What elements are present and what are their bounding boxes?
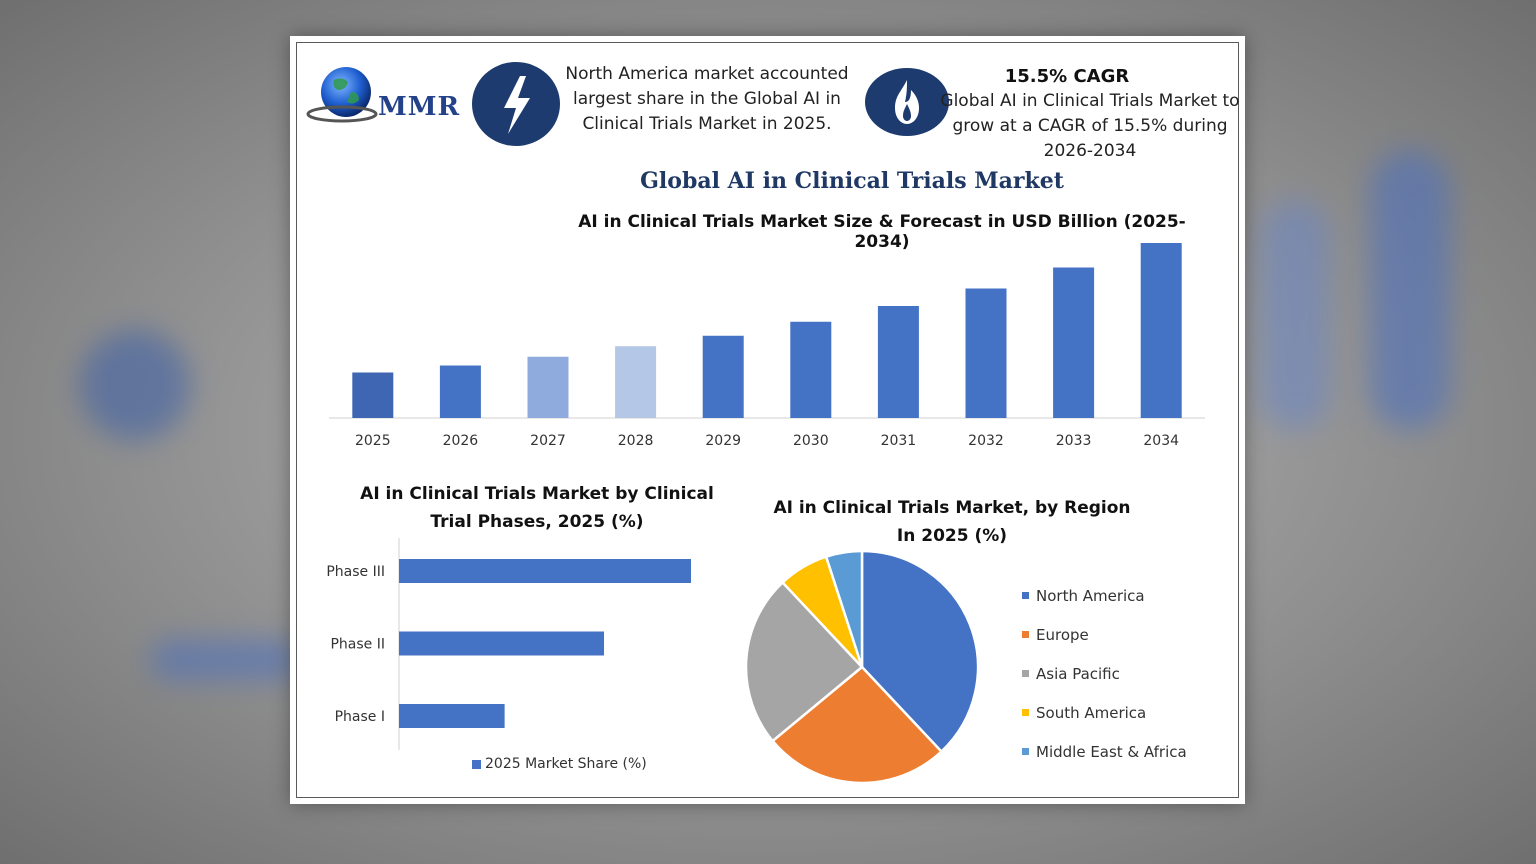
x-tick-label: 2028 bbox=[618, 433, 654, 449]
globe-icon bbox=[306, 67, 378, 123]
x-tick-label: 2032 bbox=[968, 433, 1004, 449]
card-border bbox=[296, 42, 1239, 798]
infographic-card: MMR North America market accounted large… bbox=[290, 36, 1245, 804]
legend-label: Middle East & Africa bbox=[1036, 742, 1187, 761]
y-tick-label: Phase I bbox=[335, 709, 385, 725]
bar-phase-ii bbox=[399, 631, 605, 656]
x-tick-label: 2033 bbox=[1056, 433, 1092, 449]
legend-swatch bbox=[1022, 670, 1029, 677]
bar-2029 bbox=[702, 335, 744, 418]
legend-swatch bbox=[1022, 748, 1029, 755]
legend-swatch bbox=[472, 759, 481, 769]
legend-swatch bbox=[1022, 631, 1029, 638]
bar-2028 bbox=[615, 346, 657, 418]
mmr-logo: MMR bbox=[306, 62, 466, 132]
legend-item: Middle East & Africa bbox=[1022, 732, 1187, 771]
phase-bar-chart: Phase III Phase II Phase I bbox=[326, 538, 691, 750]
legend-label: 2025 Market Share (%) bbox=[485, 756, 647, 772]
phase-chart-title: AI in Clinical Trials Market by Clinical… bbox=[360, 484, 714, 532]
region-pie-chart bbox=[744, 549, 980, 785]
page-title: Global AI in Clinical Trials Market bbox=[640, 168, 1064, 194]
bar-phase-iii bbox=[399, 559, 691, 583]
x-tick-label: 2031 bbox=[881, 433, 917, 449]
region-legend: North America Europe Asia Pacific South Ame… bbox=[1022, 576, 1187, 771]
bar-2027 bbox=[527, 356, 569, 418]
x-tick-label: 2025 bbox=[355, 433, 391, 449]
background-blob bbox=[150, 640, 300, 680]
legend-label: Europe bbox=[1036, 625, 1089, 644]
bar-phase-i bbox=[399, 704, 505, 728]
phase-chart-legend: 2025 Market Share (%) bbox=[472, 756, 647, 772]
bar-2033 bbox=[1053, 267, 1095, 418]
x-tick-label: 2026 bbox=[443, 433, 479, 449]
legend-label: South America bbox=[1036, 703, 1147, 722]
legend-item: North America bbox=[1022, 576, 1187, 615]
legend-item: South America bbox=[1022, 693, 1187, 732]
north-america-info-text: North America market accounted largest s… bbox=[565, 64, 849, 134]
lightning-icon bbox=[472, 62, 560, 146]
bar-2025 bbox=[352, 372, 394, 418]
legend-swatch bbox=[1022, 592, 1029, 599]
logo-text: MMR bbox=[378, 92, 461, 122]
legend-item: Asia Pacific bbox=[1022, 654, 1187, 693]
cagr-title: 15.5% CAGR bbox=[1004, 66, 1130, 87]
legend-item: Europe bbox=[1022, 615, 1187, 654]
region-chart-title: AI in Clinical Trials Market, by Region … bbox=[773, 498, 1131, 546]
legend-label: Asia Pacific bbox=[1036, 664, 1120, 683]
pie-slice-asia-pacific bbox=[744, 580, 864, 743]
bar-chart-title: AI in Clinical Trials Market Size & Fore… bbox=[578, 212, 1186, 252]
background-blob bbox=[1260, 200, 1330, 430]
legend-label: North America bbox=[1036, 586, 1145, 605]
pie-slice-europe bbox=[770, 665, 944, 785]
pie-slice-middle-east-africa bbox=[824, 549, 864, 668]
bar-2026 bbox=[439, 365, 481, 418]
market-size-bar-chart: 2025 2026 2027 2028 2029 2030 2031 2032 2033 2034 bbox=[329, 243, 1205, 449]
legend-swatch bbox=[1022, 709, 1029, 716]
x-tick-label: 2030 bbox=[793, 433, 829, 449]
bar-2030 bbox=[790, 321, 832, 418]
bar-2031 bbox=[877, 306, 919, 418]
x-tick-label: 2027 bbox=[530, 433, 566, 449]
y-tick-label: Phase III bbox=[326, 564, 385, 580]
background-blob bbox=[80, 330, 190, 440]
bar-2034 bbox=[1140, 243, 1182, 418]
background-blob bbox=[1370, 150, 1450, 430]
x-tick-label: 2029 bbox=[705, 433, 741, 449]
x-tick-label: 2034 bbox=[1143, 433, 1179, 449]
cagr-description: Global AI in Clinical Trials Market to g… bbox=[940, 91, 1240, 161]
pie-slice-north-america bbox=[860, 549, 980, 754]
bar-2032 bbox=[965, 288, 1007, 418]
y-tick-label: Phase II bbox=[330, 637, 385, 653]
flame-icon bbox=[865, 68, 949, 136]
